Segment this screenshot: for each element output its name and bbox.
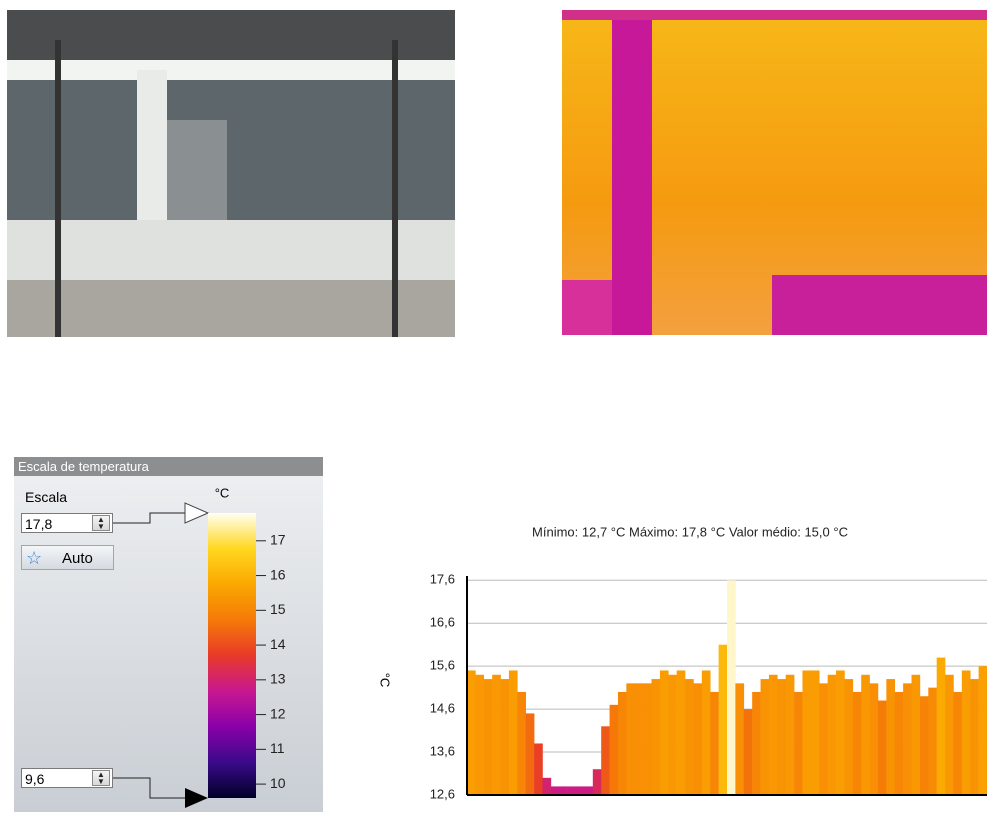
profile-bar <box>769 675 778 795</box>
profile-bar <box>635 683 644 795</box>
profile-bar <box>685 679 694 795</box>
profile-bar <box>660 670 669 795</box>
profile-bar <box>786 675 795 795</box>
profile-bar <box>878 701 887 795</box>
profile-bar <box>509 670 518 795</box>
profile-bar <box>761 679 770 795</box>
profile-bar <box>626 683 635 795</box>
profile-bar <box>886 679 895 795</box>
profile-bar <box>576 786 585 795</box>
profile-bar <box>802 670 811 795</box>
profile-bar <box>945 675 954 795</box>
y-tick-label: 13,6 <box>430 743 455 758</box>
profile-bar <box>484 679 493 795</box>
profile-bar <box>677 670 686 795</box>
profile-bar <box>811 670 820 795</box>
profile-bar <box>979 666 987 795</box>
profile-bar <box>719 645 728 795</box>
profile-bar <box>551 786 560 795</box>
profile-bar <box>475 675 484 795</box>
profile-bar <box>702 670 711 795</box>
y-tick-label: 14,6 <box>430 701 455 716</box>
profile-bar <box>710 692 719 795</box>
profile-bar <box>895 692 904 795</box>
profile-bar <box>752 692 761 795</box>
profile-bar <box>618 692 627 795</box>
profile-bar <box>744 709 753 795</box>
y-tick-label: 17,6 <box>430 572 455 587</box>
profile-bar <box>794 692 803 795</box>
profile-bar <box>559 786 568 795</box>
profile-bar <box>610 705 619 795</box>
profile-bar <box>937 658 946 795</box>
profile-bar <box>819 683 828 795</box>
profile-bar <box>853 692 862 795</box>
profile-bar <box>467 670 476 795</box>
profile-bar <box>836 670 845 795</box>
profile-bar <box>962 670 971 795</box>
y-tick-label: 12,6 <box>430 786 455 801</box>
profile-bar <box>492 675 501 795</box>
profile-bar <box>777 679 786 795</box>
profile-bar <box>920 696 929 795</box>
profile-bar <box>828 675 837 795</box>
profile-bar <box>903 683 912 795</box>
profile-bar <box>928 688 937 795</box>
profile-bar <box>861 675 870 795</box>
y-axis-label: °C <box>378 673 393 688</box>
profile-bar <box>593 769 602 795</box>
profile-bar <box>643 683 652 795</box>
profile-bar <box>870 683 879 795</box>
profile-bar <box>844 679 853 795</box>
profile-bar <box>693 683 702 795</box>
chart-title: Mínimo: 12,7 °C Máximo: 17,8 °C Valor mé… <box>532 524 848 539</box>
profile-bar <box>601 726 610 795</box>
profile-chart: Mínimo: 12,7 °C Máximo: 17,8 °C Valor mé… <box>0 0 987 814</box>
y-tick-label: 15,6 <box>430 658 455 673</box>
y-tick-label: 16,6 <box>430 615 455 630</box>
profile-bar <box>953 692 962 795</box>
profile-bar <box>912 675 921 795</box>
profile-bar <box>970 679 979 795</box>
page: {"panel": {"title": "Escala de temperatu… <box>0 0 987 814</box>
profile-bar <box>568 786 577 795</box>
profile-bar <box>501 679 510 795</box>
profile-bar <box>526 713 535 795</box>
profile-bar <box>542 778 551 795</box>
profile-bar <box>584 786 593 795</box>
profile-bar <box>668 675 677 795</box>
profile-bar <box>735 683 744 795</box>
profile-bar <box>517 692 526 795</box>
profile-bar <box>652 679 661 795</box>
profile-bar <box>534 743 543 795</box>
profile-bar <box>727 580 736 795</box>
